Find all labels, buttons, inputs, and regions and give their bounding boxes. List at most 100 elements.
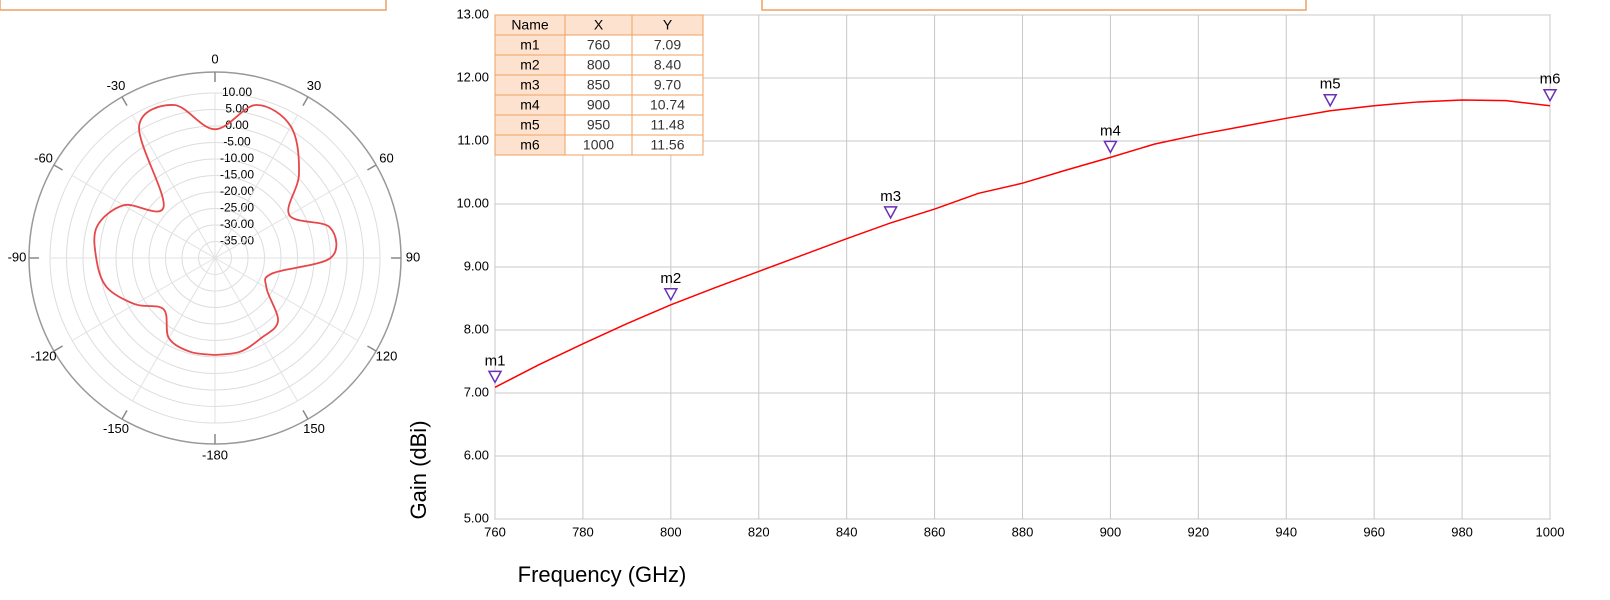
table-text: 950	[587, 117, 611, 133]
marker-label: m5	[1320, 76, 1341, 93]
table-header: Y	[663, 17, 673, 33]
table-text: 10.74	[650, 97, 685, 113]
x-tick-label: 960	[1363, 524, 1385, 539]
angular-tick	[302, 96, 309, 106]
angular-grid	[214, 114, 298, 259]
marker	[487, 370, 503, 384]
table-text: 11.56	[651, 137, 685, 153]
angular-tick	[121, 96, 128, 106]
table-text: 760	[587, 37, 611, 53]
angular-grid	[132, 114, 216, 259]
radial-tick-label: -35.00	[220, 234, 254, 248]
gain-line	[494, 99, 1551, 388]
radial-tick-label: -5.00	[223, 135, 251, 149]
angular-grid	[132, 257, 216, 402]
angular-tick-label: 90	[406, 249, 420, 264]
x-tick-label: 940	[1275, 524, 1297, 539]
x-tick-label: 820	[748, 524, 770, 539]
x-tick-label: 780	[572, 524, 594, 539]
table-text: m1	[520, 37, 540, 53]
table-text: m5	[520, 117, 540, 133]
x-axis-label: Frequency (GHz)	[518, 562, 687, 587]
radial-tick-label: -30.00	[220, 217, 254, 231]
x-tick-label: 800	[660, 524, 682, 539]
angular-tick-label: 0	[211, 51, 218, 66]
angular-tick-label: -120	[31, 348, 57, 363]
table-text: 850	[587, 77, 611, 93]
marker	[1542, 88, 1558, 103]
x-tick-label: 860	[924, 524, 946, 539]
angular-grid	[214, 257, 359, 341]
table-header: X	[594, 17, 604, 33]
table-text: 1000	[583, 137, 614, 153]
radial-tick-label: 0.00	[225, 118, 249, 132]
radial-tick-label: -15.00	[220, 168, 254, 182]
y-tick-label: 6.00	[464, 447, 489, 462]
y-tick-label: 5.00	[464, 510, 489, 525]
angular-grid	[71, 257, 216, 341]
table-text: 900	[587, 97, 611, 113]
x-tick-label: 900	[1100, 524, 1122, 539]
marker-label: m6	[1540, 71, 1561, 88]
line-chart: 5.00 6.00 7.00 8.00 9.00 10.00 11.00 12.00 13.00…	[406, 6, 1565, 586]
x-tick-label: 840	[836, 524, 858, 539]
polar-chart: 10.005.000.00-5.00-10.00-15.00-20.00-25.…	[8, 51, 421, 462]
y-tick-label: 13.00	[456, 6, 489, 21]
y-tick-label: 12.00	[456, 69, 489, 84]
angular-tick	[367, 164, 377, 171]
y-tick-label: 9.00	[464, 258, 489, 273]
table-text: m2	[520, 57, 540, 73]
angular-tick	[53, 345, 63, 352]
x-tick-label: 760	[484, 524, 506, 539]
table-cell	[631, 134, 704, 156]
table-text: m6	[520, 137, 540, 153]
table-header: Name	[511, 17, 549, 33]
panel-box	[0, 0, 387, 11]
radial-tick-label: -25.00	[220, 201, 254, 215]
angular-tick-label: -60	[34, 150, 53, 165]
x-tick-label: 880	[1012, 524, 1034, 539]
angular-tick-label: 120	[376, 348, 398, 363]
angular-tick	[121, 410, 128, 420]
table-text: 8.40	[654, 57, 681, 73]
pattern-curve	[93, 104, 338, 356]
radial-tick-label: 10.00	[222, 85, 252, 99]
table-text: 800	[587, 57, 611, 73]
table-text: 7.09	[654, 37, 681, 53]
table-text: m4	[520, 97, 540, 113]
y-tick-label: 11.00	[457, 132, 489, 147]
marker	[883, 206, 898, 220]
y-tick-label: 10.00	[456, 195, 489, 210]
marker	[1322, 94, 1338, 108]
table-text: 11.48	[651, 117, 685, 133]
table-text: m3	[520, 77, 540, 93]
angular-tick-label: -150	[103, 421, 129, 436]
angular-tick	[53, 164, 63, 171]
angular-tick-label: -180	[202, 447, 228, 462]
x-tick-label: 980	[1451, 524, 1473, 539]
angular-grid	[214, 175, 359, 259]
marker-label: m4	[1100, 122, 1121, 139]
radial-tick-label: -20.00	[220, 184, 254, 198]
radial-tick-label: -10.00	[220, 151, 254, 165]
panel-box	[761, 0, 1307, 11]
y-axis-label: Gain (dBi)	[406, 420, 431, 519]
marker	[663, 288, 679, 302]
angular-tick-label: -90	[8, 249, 27, 264]
x-tick-label: 1000	[1536, 524, 1565, 539]
angular-tick	[302, 410, 309, 420]
angular-grid	[71, 175, 216, 259]
angular-grid	[214, 257, 298, 402]
marker-label: m3	[880, 188, 901, 205]
x-tick-label: 920	[1187, 524, 1209, 539]
y-tick-label: 8.00	[464, 321, 489, 336]
marker-label: m1	[485, 352, 506, 369]
marker-label: m2	[660, 270, 681, 287]
angular-tick	[367, 345, 377, 352]
angular-tick-label: 150	[303, 421, 325, 436]
marker	[1103, 140, 1118, 154]
table-text: 9.70	[654, 77, 681, 93]
angular-tick-label: 60	[379, 150, 393, 165]
y-tick-label: 7.00	[464, 384, 489, 399]
